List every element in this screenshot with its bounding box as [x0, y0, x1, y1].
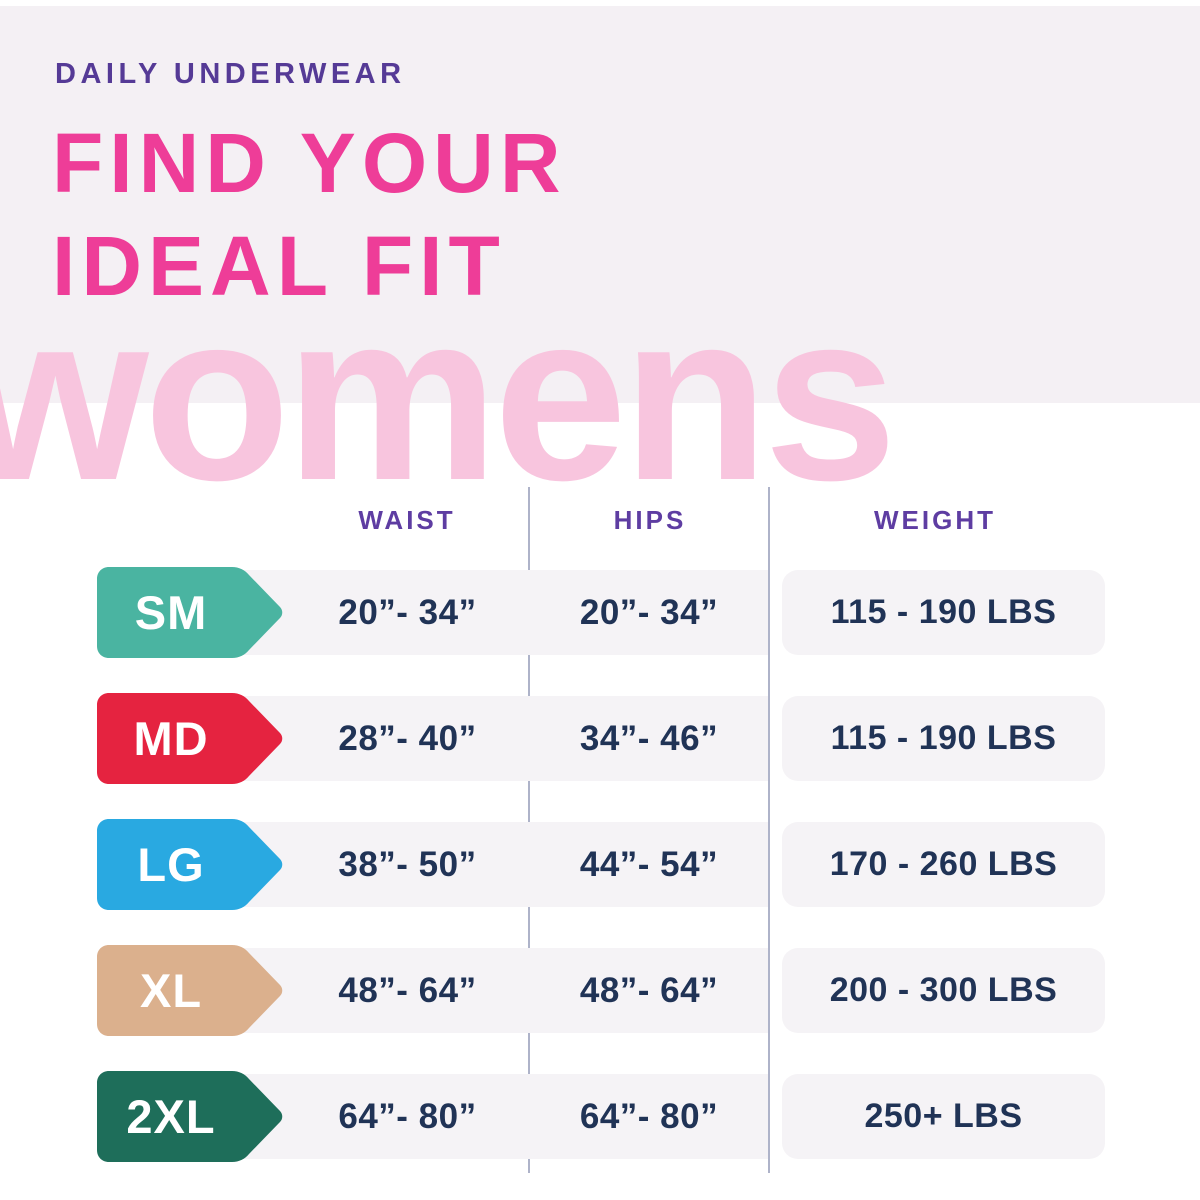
waist-value: 38”- 50”	[338, 845, 477, 884]
hips-value: 44”- 54”	[579, 845, 719, 884]
brand-label: DAILY UNDERWEAR	[55, 58, 406, 90]
womens-watermark: womens	[0, 262, 897, 530]
waist-value: 28”- 40”	[338, 719, 477, 758]
size-badge-arrow-shape	[97, 945, 283, 1036]
weight-cell: 170 - 260 LBS	[782, 822, 1105, 907]
column-header-waist: WAIST	[358, 505, 456, 535]
weight-cell: 115 - 190 LBS	[782, 696, 1105, 781]
waist-value: 64”- 80”	[338, 1097, 477, 1136]
size-badge-label: 2XL	[126, 1090, 216, 1143]
page-title: FIND YOUR IDEAL FIT	[52, 112, 566, 318]
hips-value: 64”- 80”	[579, 1097, 719, 1136]
weight-cell: 250+ LBS	[782, 1074, 1105, 1159]
hips-value: 20”- 34”	[579, 593, 719, 632]
column-header-hips: HIPS	[613, 505, 687, 535]
weight-value: 250+ LBS	[864, 1097, 1023, 1135]
size-badge: LG	[95, 817, 285, 912]
page-title-line1: FIND YOUR	[52, 116, 567, 210]
size-row: 250+ LBS 2XL 64”- 80” 64”- 80”	[0, 1069, 1200, 1195]
size-badge-arrow-shape	[97, 819, 283, 910]
column-header-weight: WEIGHT	[874, 505, 996, 535]
size-badge-label: XL	[139, 964, 203, 1017]
size-badge-label: LG	[137, 838, 205, 891]
size-row: 170 - 260 LBS LG 38”- 50” 44”- 54”	[0, 817, 1200, 943]
size-badge-label: MD	[133, 712, 209, 765]
hips-value: 48”- 64”	[579, 971, 719, 1010]
hips-value: 34”- 46”	[579, 719, 719, 758]
size-badge-label: SM	[134, 586, 208, 639]
column-divider-right	[768, 487, 770, 1173]
waist-value: 48”- 64”	[338, 971, 477, 1010]
weight-cell: 200 - 300 LBS	[782, 948, 1105, 1033]
size-badge-arrow-shape	[97, 1071, 283, 1162]
size-row: 115 - 190 LBS MD 28”- 40” 34”- 46”	[0, 691, 1200, 817]
waist-value: 20”- 34”	[338, 593, 477, 632]
size-row: 200 - 300 LBS XL 48”- 64” 48”- 64”	[0, 943, 1200, 1069]
size-badge-arrow-shape	[97, 567, 283, 658]
size-badge-arrow-shape	[97, 693, 283, 784]
size-badge: SM	[95, 565, 285, 660]
size-badge: MD	[95, 691, 285, 786]
weight-value: 170 - 260 LBS	[829, 845, 1058, 883]
header-background	[0, 6, 1200, 403]
size-badge: XL	[95, 943, 285, 1038]
size-badge: 2XL	[95, 1069, 285, 1164]
weight-value: 115 - 190 LBS	[830, 719, 1057, 757]
size-row: 115 - 190 LBS SM 20”- 34” 20”- 34”	[0, 565, 1200, 691]
page-title-line2: IDEAL FIT	[52, 219, 506, 313]
weight-value: 200 - 300 LBS	[829, 971, 1058, 1009]
weight-value: 115 - 190 LBS	[830, 593, 1057, 631]
weight-cell: 115 - 190 LBS	[782, 570, 1105, 655]
